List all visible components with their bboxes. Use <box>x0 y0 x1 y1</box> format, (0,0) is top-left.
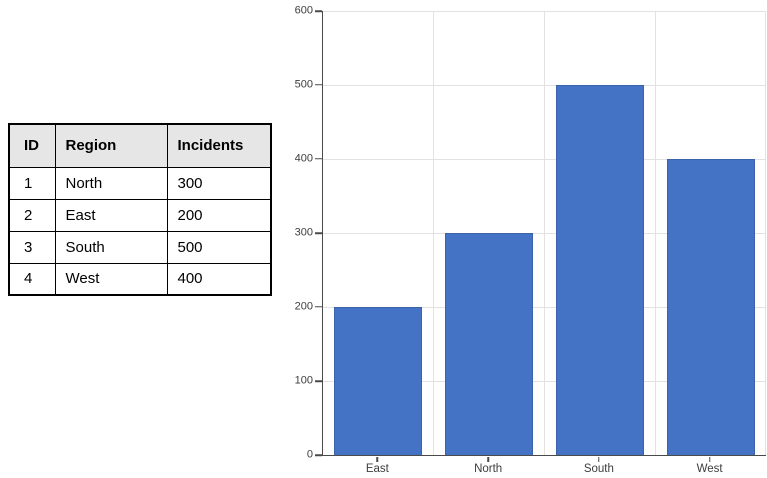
table-cell: North <box>54 166 168 200</box>
x-axis-tick <box>376 457 379 462</box>
bar-chart-plot-area <box>314 10 766 456</box>
incidents-table: ID Region Incidents 1 North 300 2 East 200 3 So… <box>8 123 272 296</box>
y-axis-tick-label: 300 <box>294 226 313 239</box>
table-cell: 400 <box>166 262 272 296</box>
table-cell: West <box>54 262 168 296</box>
y-axis-labels: 0 100 200 300 400 500 600 <box>0 5 313 460</box>
gridline-vertical <box>544 11 545 455</box>
table-header-row: ID Region Incidents <box>8 123 272 168</box>
table-cell: 2 <box>8 198 56 232</box>
x-axis-category-label: South <box>583 463 614 475</box>
table-cell: 1 <box>8 166 56 200</box>
x-axis-category-label: East <box>365 463 389 475</box>
y-axis-tick-label: 200 <box>294 300 313 313</box>
y-axis-tick-label: 100 <box>294 374 313 387</box>
y-axis-tick <box>314 380 322 382</box>
gridline-vertical <box>765 11 766 455</box>
gridline-vertical <box>433 11 435 455</box>
table-cell: East <box>54 198 168 232</box>
y-axis-tick <box>314 454 322 456</box>
x-axis-category-label: North <box>474 463 503 475</box>
table-row: 1 North 300 <box>8 166 272 200</box>
bar-north <box>445 233 534 455</box>
y-axis-tick <box>314 232 322 234</box>
y-axis-tick-label: 400 <box>294 152 313 165</box>
bar-south <box>555 85 644 455</box>
y-axis-tick <box>314 10 322 12</box>
x-axis-labels: East North South West <box>322 457 765 478</box>
x-axis-tick <box>487 457 489 462</box>
y-axis-tick <box>314 306 322 308</box>
y-axis-tick <box>314 158 322 160</box>
x-axis-tick <box>598 457 600 462</box>
table-row: 4 West 400 <box>8 262 272 296</box>
table-cell: South <box>54 230 168 264</box>
y-axis-tick-label: 0 <box>306 448 313 461</box>
bar-west <box>666 159 755 455</box>
table-cell: 300 <box>166 166 272 200</box>
y-axis-tick-label: 500 <box>294 78 313 91</box>
table-cell: 500 <box>166 230 272 264</box>
table-header-incidents: Incidents <box>166 123 272 168</box>
bar-east <box>334 307 423 455</box>
x-axis-category-label: West <box>696 463 723 475</box>
x-axis-tick <box>708 457 711 462</box>
gridline-vertical <box>654 11 656 455</box>
y-axis-tick-label: 600 <box>294 4 313 17</box>
y-axis-tick <box>314 84 322 86</box>
table-cell: 4 <box>8 262 56 296</box>
